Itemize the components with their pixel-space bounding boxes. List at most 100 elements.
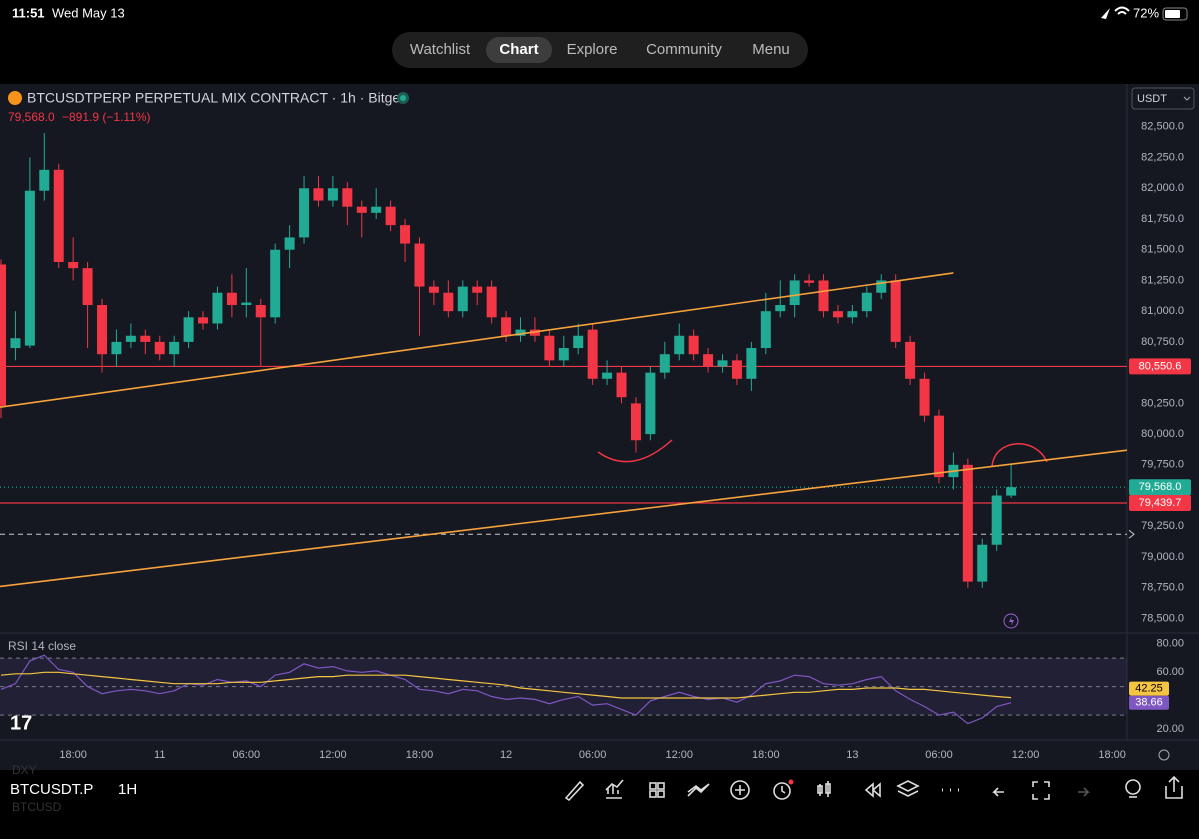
candle-body [299,188,310,238]
layout-tool[interactable] [649,782,657,790]
alert-hand [781,786,786,794]
alert-icon[interactable] [1003,613,1019,629]
candle-body [284,237,295,250]
y-tick-label: 80,750.0 [1141,336,1184,348]
undo[interactable] [992,787,1004,797]
crosshair-arrow [1128,529,1135,539]
y-tick-label: 20.00 [1156,723,1184,735]
rsi-title: RSI 14 close [8,639,76,653]
candle-body [501,317,512,336]
add-tool[interactable] [730,780,750,800]
redo[interactable] [1078,787,1090,797]
battery-text: 72% [1133,5,1159,20]
candle-body [962,464,973,582]
x-tick-label: 06:00 [925,749,953,761]
price-label: 79,439.7 [1139,497,1182,509]
candle-body [111,341,122,355]
compare-tool[interactable] [687,783,710,797]
candle-body [760,311,771,349]
nav-tab[interactable]: Chart [499,41,538,58]
candle-body [342,188,353,207]
candle-body [919,378,930,416]
coin-icon [8,91,22,105]
fullscreen[interactable] [1032,781,1050,800]
candle-body [154,341,165,355]
candle-body [385,206,396,226]
wifi-icon [1114,6,1130,15]
nav-tab[interactable]: Menu [752,41,790,58]
share[interactable] [1165,775,1183,799]
price-change: −891.9 (−1.11%) [62,110,151,124]
x-tick-label: 18:00 [406,749,434,761]
date: Wed May 13 [52,5,125,20]
candle-body [400,225,411,244]
candle-body [53,169,64,263]
candle-body [659,354,670,373]
price-label-box [1129,358,1191,375]
candle-body [933,415,944,478]
y-tick-label: 82,000.0 [1141,182,1184,194]
nav-tab[interactable]: Explore [567,41,618,58]
interval-button[interactable]: 1H [118,781,137,798]
tv-logo: 17 [10,712,32,734]
price-label: 79,568.0 [1139,481,1182,493]
nav-tab[interactable]: Community [646,41,722,58]
candle-body [746,348,757,379]
candle-body [861,292,872,312]
candle-body [472,286,483,293]
alert-tool[interactable] [773,782,791,800]
candle-body [428,286,439,293]
last-price: 79,568.0 [8,110,55,124]
battery-icon [1162,7,1188,21]
y-tick-label: 79,250.0 [1141,520,1184,532]
candle-body [703,354,714,367]
x-tick-label: 18:00 [752,749,780,761]
layout-tool[interactable] [649,790,657,798]
candle-body [789,280,800,306]
trendline [0,272,954,408]
y-tick-label: 79,000.0 [1141,551,1184,563]
currency-select[interactable] [1131,87,1195,110]
battery-level [1165,10,1180,18]
candle-body [587,329,598,379]
y-tick-label: 80.00 [1156,638,1184,650]
ideas-tool[interactable] [1125,779,1141,795]
clock: 11:51 [12,5,45,20]
nav-tabs: Watchlist Chart Explore Community Menu [410,37,790,63]
layout-tool[interactable] [657,790,665,798]
nav-tab[interactable]: Watchlist [410,41,471,58]
replay-tool[interactable] [864,782,881,798]
candle-body [125,335,136,342]
symbol-button[interactable]: BTCUSDT.P [10,781,93,798]
candle-body [140,335,151,342]
candle-body [371,206,382,213]
notification-dot [788,779,794,785]
y-tick-label: 78,750.0 [1141,582,1184,594]
candle-body [645,372,656,435]
candle-body [313,188,324,201]
candle-body [890,280,901,342]
nav-active [486,37,552,63]
candle-body [270,249,281,318]
value-label: 38.66 [1135,697,1163,709]
candle-body [443,292,454,312]
settings-icon[interactable] [1158,749,1170,761]
candle-body [847,311,858,318]
price-label: 80,550.6 [1139,360,1182,372]
draw-tool[interactable] [564,780,585,802]
candle-body [688,335,699,355]
candle-body [327,188,338,201]
candle-body [905,341,916,379]
currency[interactable]: USDT [1137,93,1167,105]
x-tick-label: 06:00 [233,749,261,761]
layout-tool[interactable] [657,782,665,790]
candle-body [169,341,180,355]
candle-body [674,335,685,355]
hand-drawing [991,443,1048,468]
layers-tool[interactable] [896,780,920,797]
candle-body [544,335,555,361]
candle-body [457,286,468,312]
candle-body [255,305,266,318]
indicators-tool[interactable] [605,779,624,799]
